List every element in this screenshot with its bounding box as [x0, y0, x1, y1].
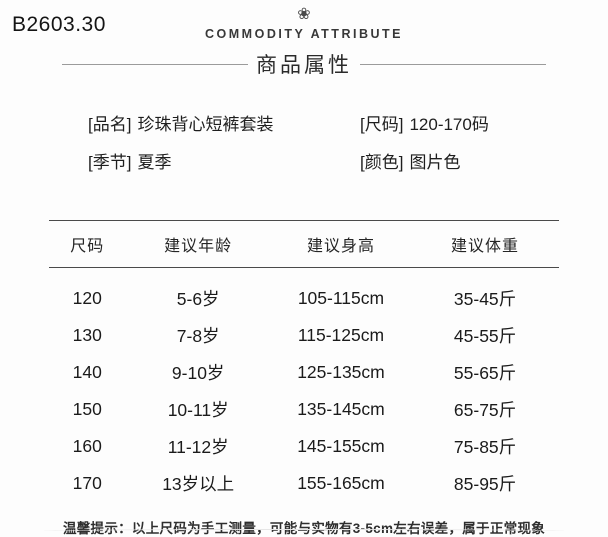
florette-icon: ❀: [297, 6, 311, 23]
size-cell: 160: [72, 436, 102, 456]
header-title-english: COMMODITY ATTRIBUTE: [205, 27, 403, 41]
table-body: 120 5-6岁 105-115cm 35-45斤 130 7-8岁 115-1…: [49, 268, 559, 502]
weight-cell: 65-75斤: [453, 400, 517, 420]
height-cell: 155-165cm: [297, 473, 385, 493]
card-bottom-edge: [44, 529, 564, 533]
attribute-item-season: [季节] 夏季: [88, 148, 360, 173]
height-cell: 135-145cm: [297, 399, 385, 419]
table-row: 150 10-11岁 135-145cm 65-75斤: [49, 391, 559, 428]
weight-cell: 75-85斤: [453, 437, 517, 457]
age-cell: 7-8岁: [176, 326, 220, 346]
product-code: B2603.30: [12, 13, 106, 36]
column-header-age: 建议年龄: [164, 238, 233, 255]
attribute-value: 图片色: [409, 153, 461, 172]
column-header-height: 建议身高: [306, 238, 375, 255]
weight-cell: 55-65斤: [453, 363, 517, 383]
column-header-weight: 建议体重: [451, 238, 520, 255]
page-title: 商品属性: [256, 54, 352, 77]
attribute-value: 120-170码: [409, 115, 489, 134]
attribute-label: [颜色]: [360, 153, 404, 172]
column-header-size: 尺码: [70, 238, 105, 255]
attribute-item-color: [颜色] 图片色: [360, 148, 608, 173]
size-cell: 150: [72, 399, 102, 419]
attribute-value: 珍珠背心短裤套装: [137, 115, 274, 134]
age-cell: 9-10岁: [171, 363, 225, 383]
attribute-item-name: [品名] 珍珠背心短裤套装: [88, 110, 360, 135]
size-cell: 120: [72, 288, 102, 308]
weight-cell: 85-95斤: [453, 474, 517, 494]
attribute-label: [品名]: [88, 115, 132, 134]
height-cell: 115-125cm: [297, 325, 385, 345]
size-cell: 140: [72, 362, 102, 382]
attribute-value: 夏季: [137, 153, 172, 172]
attribute-item-size: [尺码] 120-170码: [360, 110, 608, 135]
page-header: ❀ COMMODITY ATTRIBUTE 商品属性: [0, 0, 608, 79]
height-cell: 125-135cm: [297, 362, 385, 382]
right-divider-line: [360, 63, 546, 65]
size-cell: 170: [72, 473, 102, 493]
table-row: 140 9-10岁 125-135cm 55-65斤: [49, 354, 559, 391]
table-header-row: 尺码 建议年龄 建议身高 建议体重: [49, 220, 559, 268]
attribute-label: [季节]: [88, 153, 132, 172]
table-row: 130 7-8岁 115-125cm 45-55斤: [49, 317, 559, 354]
table-row: 160 11-12岁 145-155cm 75-85斤: [49, 428, 559, 465]
age-cell: 13岁以上: [162, 474, 235, 494]
size-table: 尺码 建议年龄 建议身高 建议体重 120 5-6岁 105-115cm 35-…: [49, 220, 559, 502]
attribute-label: [尺码]: [360, 115, 404, 134]
left-divider-line: [62, 63, 248, 65]
weight-cell: 35-45斤: [453, 289, 517, 309]
table-row: 120 5-6岁 105-115cm 35-45斤: [49, 280, 559, 317]
age-cell: 11-12岁: [167, 437, 229, 457]
height-cell: 145-155cm: [297, 436, 385, 456]
age-cell: 5-6岁: [176, 289, 220, 309]
measurement-disclaimer: 温馨提示：以上尺码为手工测量，可能与实物有3-5cm左右误差，属于正常现象: [62, 521, 546, 536]
age-cell: 10-11岁: [167, 400, 229, 420]
header-title-row: 商品属性: [0, 49, 608, 79]
table-row: 170 13岁以上 155-165cm 85-95斤: [49, 465, 559, 502]
height-cell: 105-115cm: [297, 288, 385, 308]
attribute-list: [品名] 珍珠背心短裤套装 [尺码] 120-170码 [季节] 夏季 [颜色] 图片色: [88, 110, 608, 173]
weight-cell: 45-55斤: [453, 326, 517, 346]
size-cell: 130: [72, 325, 102, 345]
